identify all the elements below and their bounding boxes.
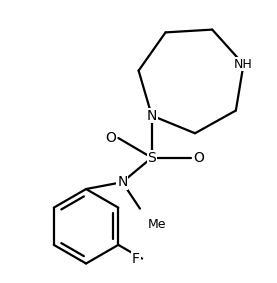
Text: N: N <box>147 109 157 123</box>
Text: Me: Me <box>148 218 166 231</box>
Text: F: F <box>132 252 140 266</box>
Text: O: O <box>193 151 204 165</box>
Text: O: O <box>106 131 116 145</box>
Text: NH: NH <box>234 58 253 71</box>
Text: S: S <box>147 151 156 165</box>
Text: N: N <box>117 175 127 189</box>
